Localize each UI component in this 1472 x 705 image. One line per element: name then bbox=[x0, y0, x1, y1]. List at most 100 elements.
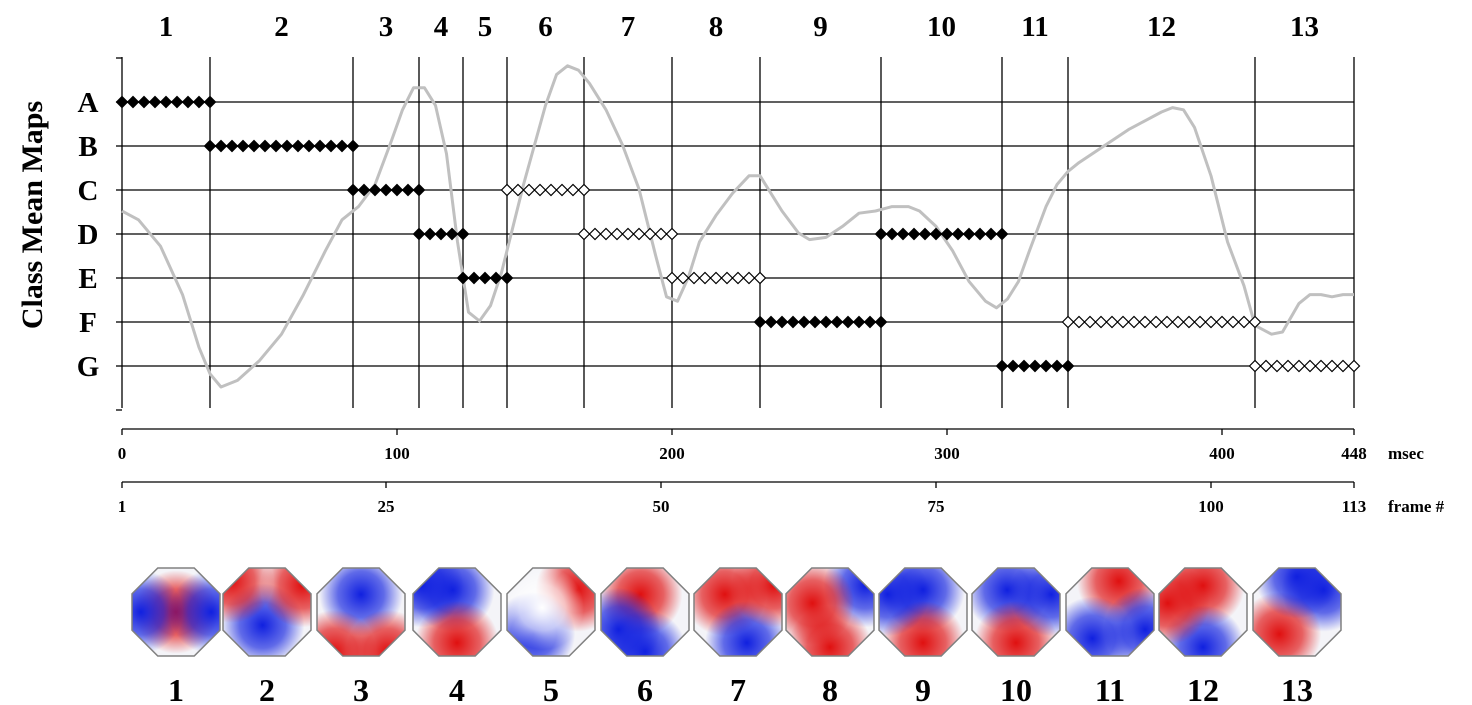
segment-13-marker bbox=[1259, 359, 1273, 373]
segment-11-marker bbox=[1017, 359, 1031, 373]
topomap-outline bbox=[600, 567, 690, 657]
topomap-label-6: 6 bbox=[637, 672, 653, 705]
segment-9-marker bbox=[786, 315, 800, 329]
segment-4-marker bbox=[434, 227, 448, 241]
segment-12-marker bbox=[1116, 315, 1130, 329]
segment-12-marker bbox=[1160, 315, 1174, 329]
segment-12-marker bbox=[1149, 315, 1163, 329]
segment-10-marker bbox=[984, 227, 998, 241]
topomap-10 bbox=[972, 568, 1060, 656]
segment-12-marker bbox=[1193, 315, 1207, 329]
frame-tick-label: 50 bbox=[653, 497, 670, 516]
topomap-outline bbox=[1252, 567, 1342, 657]
segment-12-marker bbox=[1061, 315, 1075, 329]
class-label-c: C bbox=[78, 175, 99, 207]
segment-2-marker bbox=[247, 139, 261, 153]
segment-2-marker bbox=[236, 139, 250, 153]
topomap-label-13: 13 bbox=[1281, 672, 1313, 705]
topomap-label-9: 9 bbox=[915, 672, 931, 705]
frame-tick-label: 113 bbox=[1342, 497, 1367, 516]
segment-8-marker bbox=[698, 271, 712, 285]
segment-10-marker bbox=[962, 227, 976, 241]
segment-11-marker bbox=[1039, 359, 1053, 373]
segment-9-marker bbox=[830, 315, 844, 329]
segment-9-marker bbox=[808, 315, 822, 329]
segment-label-8: 8 bbox=[709, 11, 724, 43]
segment-8-marker bbox=[753, 271, 767, 285]
segment-1-marker bbox=[126, 95, 140, 109]
segment-label-10: 10 bbox=[927, 11, 956, 43]
segment-2-marker bbox=[291, 139, 305, 153]
segment-1-marker bbox=[115, 95, 129, 109]
segment-label-11: 11 bbox=[1021, 11, 1048, 43]
topomap-12 bbox=[1159, 568, 1247, 656]
frame-tick-label: 25 bbox=[378, 497, 395, 516]
segment-8-marker bbox=[742, 271, 756, 285]
segment-13-marker bbox=[1303, 359, 1317, 373]
class-label-b: B bbox=[78, 131, 97, 163]
segment-7-marker bbox=[665, 227, 679, 241]
segment-13-marker bbox=[1292, 359, 1306, 373]
segment-11-marker bbox=[1061, 359, 1075, 373]
segment-11-marker bbox=[1050, 359, 1064, 373]
topomap-label-1: 1 bbox=[168, 672, 184, 705]
segment-3-marker bbox=[390, 183, 404, 197]
segment-number-labels: 1 2 3 4 5 6 7 8 9 10 11 12 13 bbox=[159, 11, 1319, 43]
segment-9-marker bbox=[753, 315, 767, 329]
segment-1-marker bbox=[137, 95, 151, 109]
segment-2-marker bbox=[346, 139, 360, 153]
segment-13-marker bbox=[1270, 359, 1284, 373]
segment-5-marker bbox=[456, 271, 470, 285]
segment-7-marker bbox=[577, 227, 591, 241]
segment-6-marker bbox=[577, 183, 591, 197]
segment-2-marker bbox=[335, 139, 349, 153]
class-label-e: E bbox=[78, 263, 97, 295]
topomap-5 bbox=[507, 568, 595, 656]
segment-10-marker bbox=[896, 227, 910, 241]
segment-12-marker bbox=[1215, 315, 1229, 329]
segment-label-7: 7 bbox=[621, 11, 636, 43]
segment-3-marker bbox=[379, 183, 393, 197]
time-tick-label: 300 bbox=[934, 444, 960, 463]
segment-label-1: 1 bbox=[159, 11, 174, 43]
segment-2-marker bbox=[269, 139, 283, 153]
segment-5-marker bbox=[500, 271, 514, 285]
frame-tick-label: 100 bbox=[1198, 497, 1224, 516]
topomap-label-10: 10 bbox=[1000, 672, 1032, 705]
frame-tick-label: 75 bbox=[928, 497, 945, 516]
segment-12-marker bbox=[1105, 315, 1119, 329]
segment-7-marker bbox=[632, 227, 646, 241]
gfp-curve bbox=[121, 64, 1354, 389]
topomap-6 bbox=[601, 568, 689, 656]
topomap-outline bbox=[785, 567, 875, 657]
segment-13-marker bbox=[1325, 359, 1339, 373]
topomap-outline bbox=[878, 567, 968, 657]
segment-label-2: 2 bbox=[274, 11, 289, 43]
segment-3-marker bbox=[346, 183, 360, 197]
topomap-outline bbox=[506, 567, 596, 657]
segment-2-marker bbox=[313, 139, 327, 153]
segment-13-marker bbox=[1347, 359, 1361, 373]
time-tick-label: 448 bbox=[1341, 444, 1367, 463]
time-tick-label: 0 bbox=[118, 444, 127, 463]
y-axis-title: Class Mean Maps bbox=[16, 101, 49, 329]
class-label-g: G bbox=[77, 351, 100, 383]
segment-10-marker bbox=[973, 227, 987, 241]
segment-12-marker bbox=[1094, 315, 1108, 329]
topomap-outline bbox=[222, 567, 312, 657]
time-and-frame-axes: 0 100 200 300 400 448 msec 1 25 50 75 100 113 frame # bbox=[118, 428, 1445, 516]
segment-9-marker bbox=[775, 315, 789, 329]
segment-8-marker bbox=[720, 271, 734, 285]
segment-9-marker bbox=[819, 315, 833, 329]
gfp-curve-layer bbox=[121, 64, 1354, 389]
segment-9-marker bbox=[874, 315, 888, 329]
segment-markers-layer bbox=[115, 95, 1361, 373]
segment-label-4: 4 bbox=[434, 11, 449, 43]
topomap-row: 1 2 3 4 5 6 7 8 9 10 11 12 13 bbox=[131, 567, 1342, 705]
segment-10-marker bbox=[907, 227, 921, 241]
topomap-label-2: 2 bbox=[259, 672, 275, 705]
segment-3-marker bbox=[412, 183, 426, 197]
segment-1-marker bbox=[159, 95, 173, 109]
segment-10-marker bbox=[995, 227, 1009, 241]
